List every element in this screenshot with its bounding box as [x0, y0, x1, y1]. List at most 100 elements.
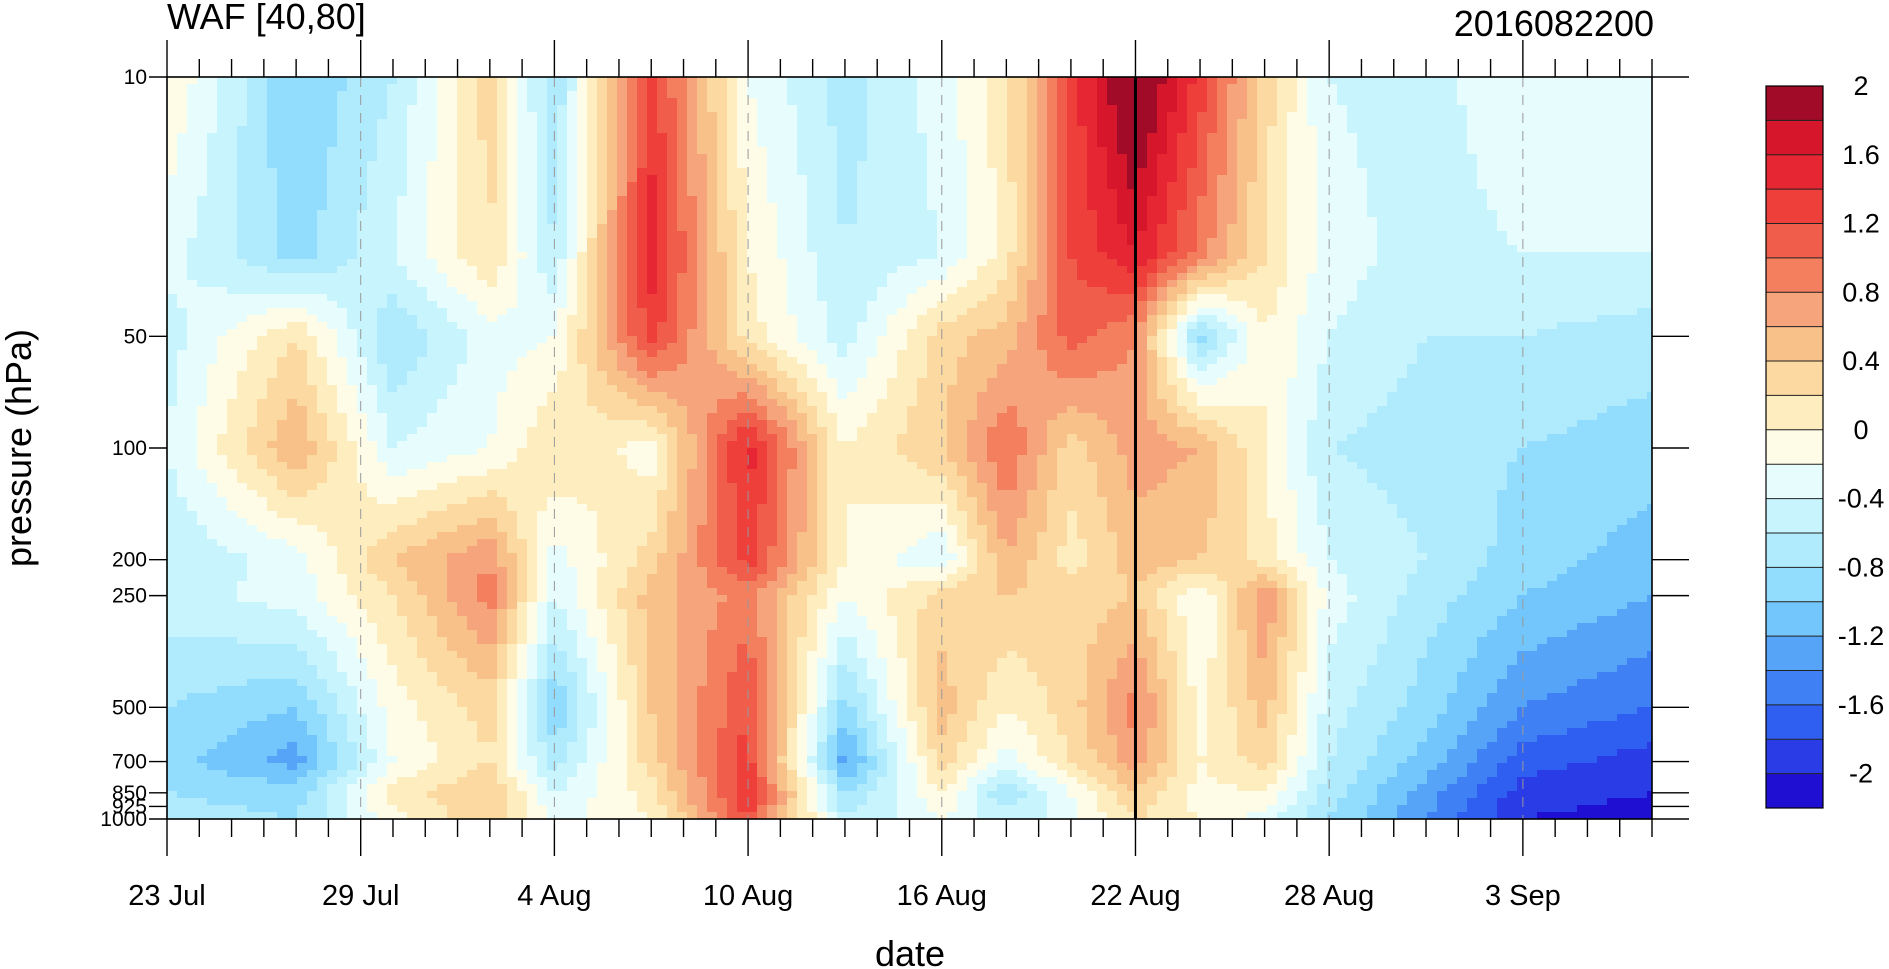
contour-cell [1097, 175, 1108, 183]
contour-cell [177, 210, 188, 218]
contour-cell [1077, 245, 1088, 253]
contour-cell [1487, 301, 1498, 309]
contour-cell [1197, 259, 1208, 267]
contour-cell [187, 196, 198, 204]
contour-cell [977, 133, 988, 141]
contour-cell [287, 238, 298, 246]
contour-cell [677, 98, 688, 106]
contour-cell [1467, 203, 1478, 211]
contour-cell [747, 266, 758, 274]
contour-cell [1317, 217, 1328, 225]
contour-cell [867, 294, 878, 302]
contour-cell [737, 294, 748, 302]
contour-cell [1377, 91, 1388, 99]
contour-cell [807, 280, 818, 288]
contour-cell [947, 224, 958, 232]
contour-cell [1527, 133, 1538, 141]
contour-cell [907, 231, 918, 239]
contour-cell [297, 168, 308, 176]
contour-cell [1007, 259, 1018, 267]
contour-cell [797, 301, 808, 309]
contour-cell [557, 217, 568, 225]
contour-cell [647, 231, 658, 239]
contour-cell [627, 217, 638, 225]
contour-cell [1537, 154, 1548, 162]
contour-cell [1417, 280, 1428, 288]
contour-cell [1177, 175, 1188, 183]
contour-cell [367, 217, 378, 225]
contour-cell [1287, 147, 1298, 155]
contour-cell [837, 294, 848, 302]
contour-cell [1547, 112, 1558, 120]
contour-cell [247, 287, 258, 295]
contour-cell [607, 231, 618, 239]
contour-cell [1167, 287, 1178, 295]
contour-cell [747, 126, 758, 134]
contour-cell [287, 140, 298, 148]
contour-cell [937, 161, 948, 169]
contour-cell [167, 287, 178, 295]
contour-cell [547, 280, 558, 288]
contour-cell [167, 238, 178, 246]
contour-cell [1207, 238, 1218, 246]
contour-cell [1327, 238, 1338, 246]
contour-cell [687, 301, 698, 309]
contour-cell [217, 301, 228, 309]
contour-cell [1387, 224, 1398, 232]
contour-cell [667, 210, 678, 218]
contour-cell [1267, 266, 1278, 274]
contour-cell [1137, 217, 1148, 225]
contour-cell [1457, 210, 1468, 218]
contour-cell [1107, 280, 1118, 288]
contour-cell [667, 182, 678, 190]
contour-cell [1517, 140, 1528, 148]
contour-cell [257, 140, 268, 148]
contour-cell [977, 112, 988, 120]
contour-cell [457, 231, 468, 239]
contour-cell [967, 287, 978, 295]
contour-cell [857, 133, 868, 141]
contour-cell [847, 280, 858, 288]
contour-cell [487, 266, 498, 274]
contour-cell [887, 126, 898, 134]
contour-cell [667, 112, 678, 120]
contour-cell [1547, 105, 1558, 113]
contour-cell [847, 245, 858, 253]
contour-cell [887, 175, 898, 183]
contour-cell [527, 252, 538, 260]
contour-cell [197, 231, 208, 239]
contour-cell [737, 105, 748, 113]
contour-cell [797, 182, 808, 190]
contour-cell [897, 294, 908, 302]
contour-cell [857, 147, 868, 155]
contour-cell [307, 105, 318, 113]
contour-cell [1187, 273, 1198, 281]
contour-cell [1487, 266, 1498, 274]
contour-cell [387, 175, 398, 183]
contour-cell [457, 154, 468, 162]
contour-cell [687, 182, 698, 190]
contour-cell [1027, 238, 1038, 246]
contour-cell [1197, 294, 1208, 302]
contour-cell [1487, 245, 1498, 253]
contour-cell [1297, 259, 1308, 267]
contour-cell [1007, 112, 1018, 120]
contour-cell [467, 245, 478, 253]
contour-cell [227, 231, 238, 239]
contour-cell [1407, 231, 1418, 239]
contour-cell [1267, 140, 1278, 148]
contour-cell [1367, 189, 1378, 197]
contour-cell [637, 196, 648, 204]
contour-cell [1417, 112, 1428, 120]
contour-cell [537, 147, 548, 155]
contour-cell [707, 84, 718, 92]
contour-cell [697, 259, 708, 267]
contour-cell [1187, 84, 1198, 92]
contour-cell [947, 189, 958, 197]
contour-cell [1427, 91, 1438, 99]
contour-cell [367, 252, 378, 260]
contour-cell [557, 224, 568, 232]
contour-cell [917, 210, 928, 218]
contour-cell [997, 77, 1008, 85]
contour-cell [357, 98, 368, 106]
